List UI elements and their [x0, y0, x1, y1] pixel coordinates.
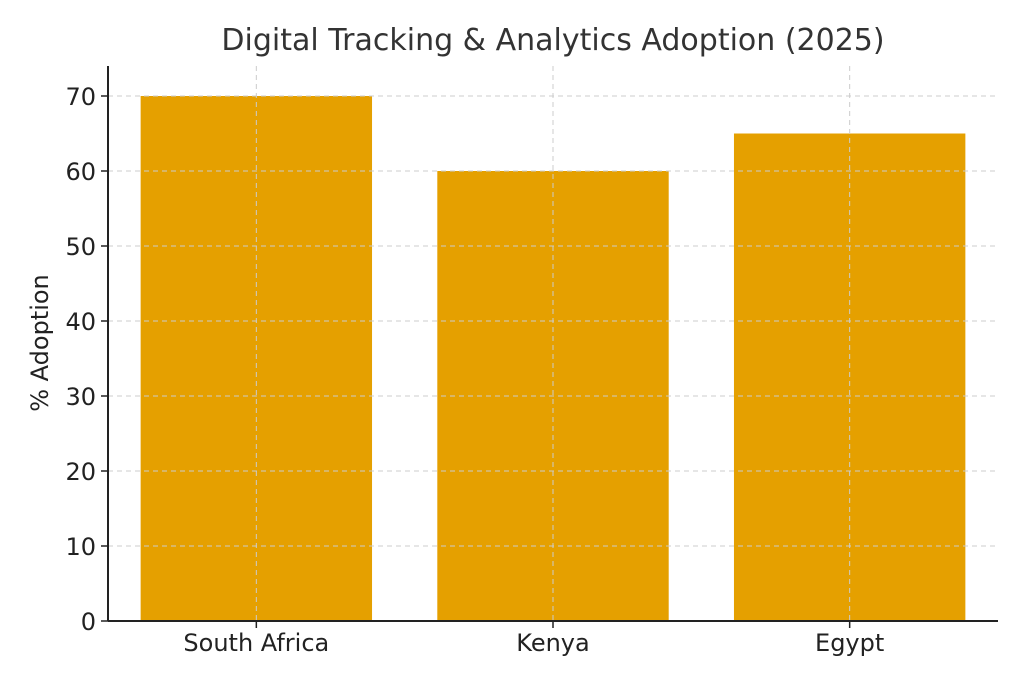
y-axis-label: % Adoption: [26, 274, 54, 412]
gridlines: [108, 66, 998, 621]
x-tick-label: Kenya: [516, 629, 589, 657]
y-tick-label: 30: [65, 383, 96, 411]
chart-title: Digital Tracking & Analytics Adoption (2…: [221, 23, 884, 58]
x-ticks: South Africa Kenya Egypt: [183, 621, 884, 657]
x-tick-label: Egypt: [815, 629, 884, 657]
y-tick-label: 20: [65, 458, 96, 486]
y-tick-label: 40: [65, 308, 96, 336]
y-tick-label: 0: [81, 608, 96, 636]
x-tick-label: South Africa: [183, 629, 329, 657]
y-tick-label: 70: [65, 83, 96, 111]
y-tick-label: 10: [65, 533, 96, 561]
y-tick-label: 50: [65, 233, 96, 261]
y-tick-label: 60: [65, 158, 96, 186]
y-ticks: 0 10 20 30 40 50 60 70: [65, 83, 108, 636]
